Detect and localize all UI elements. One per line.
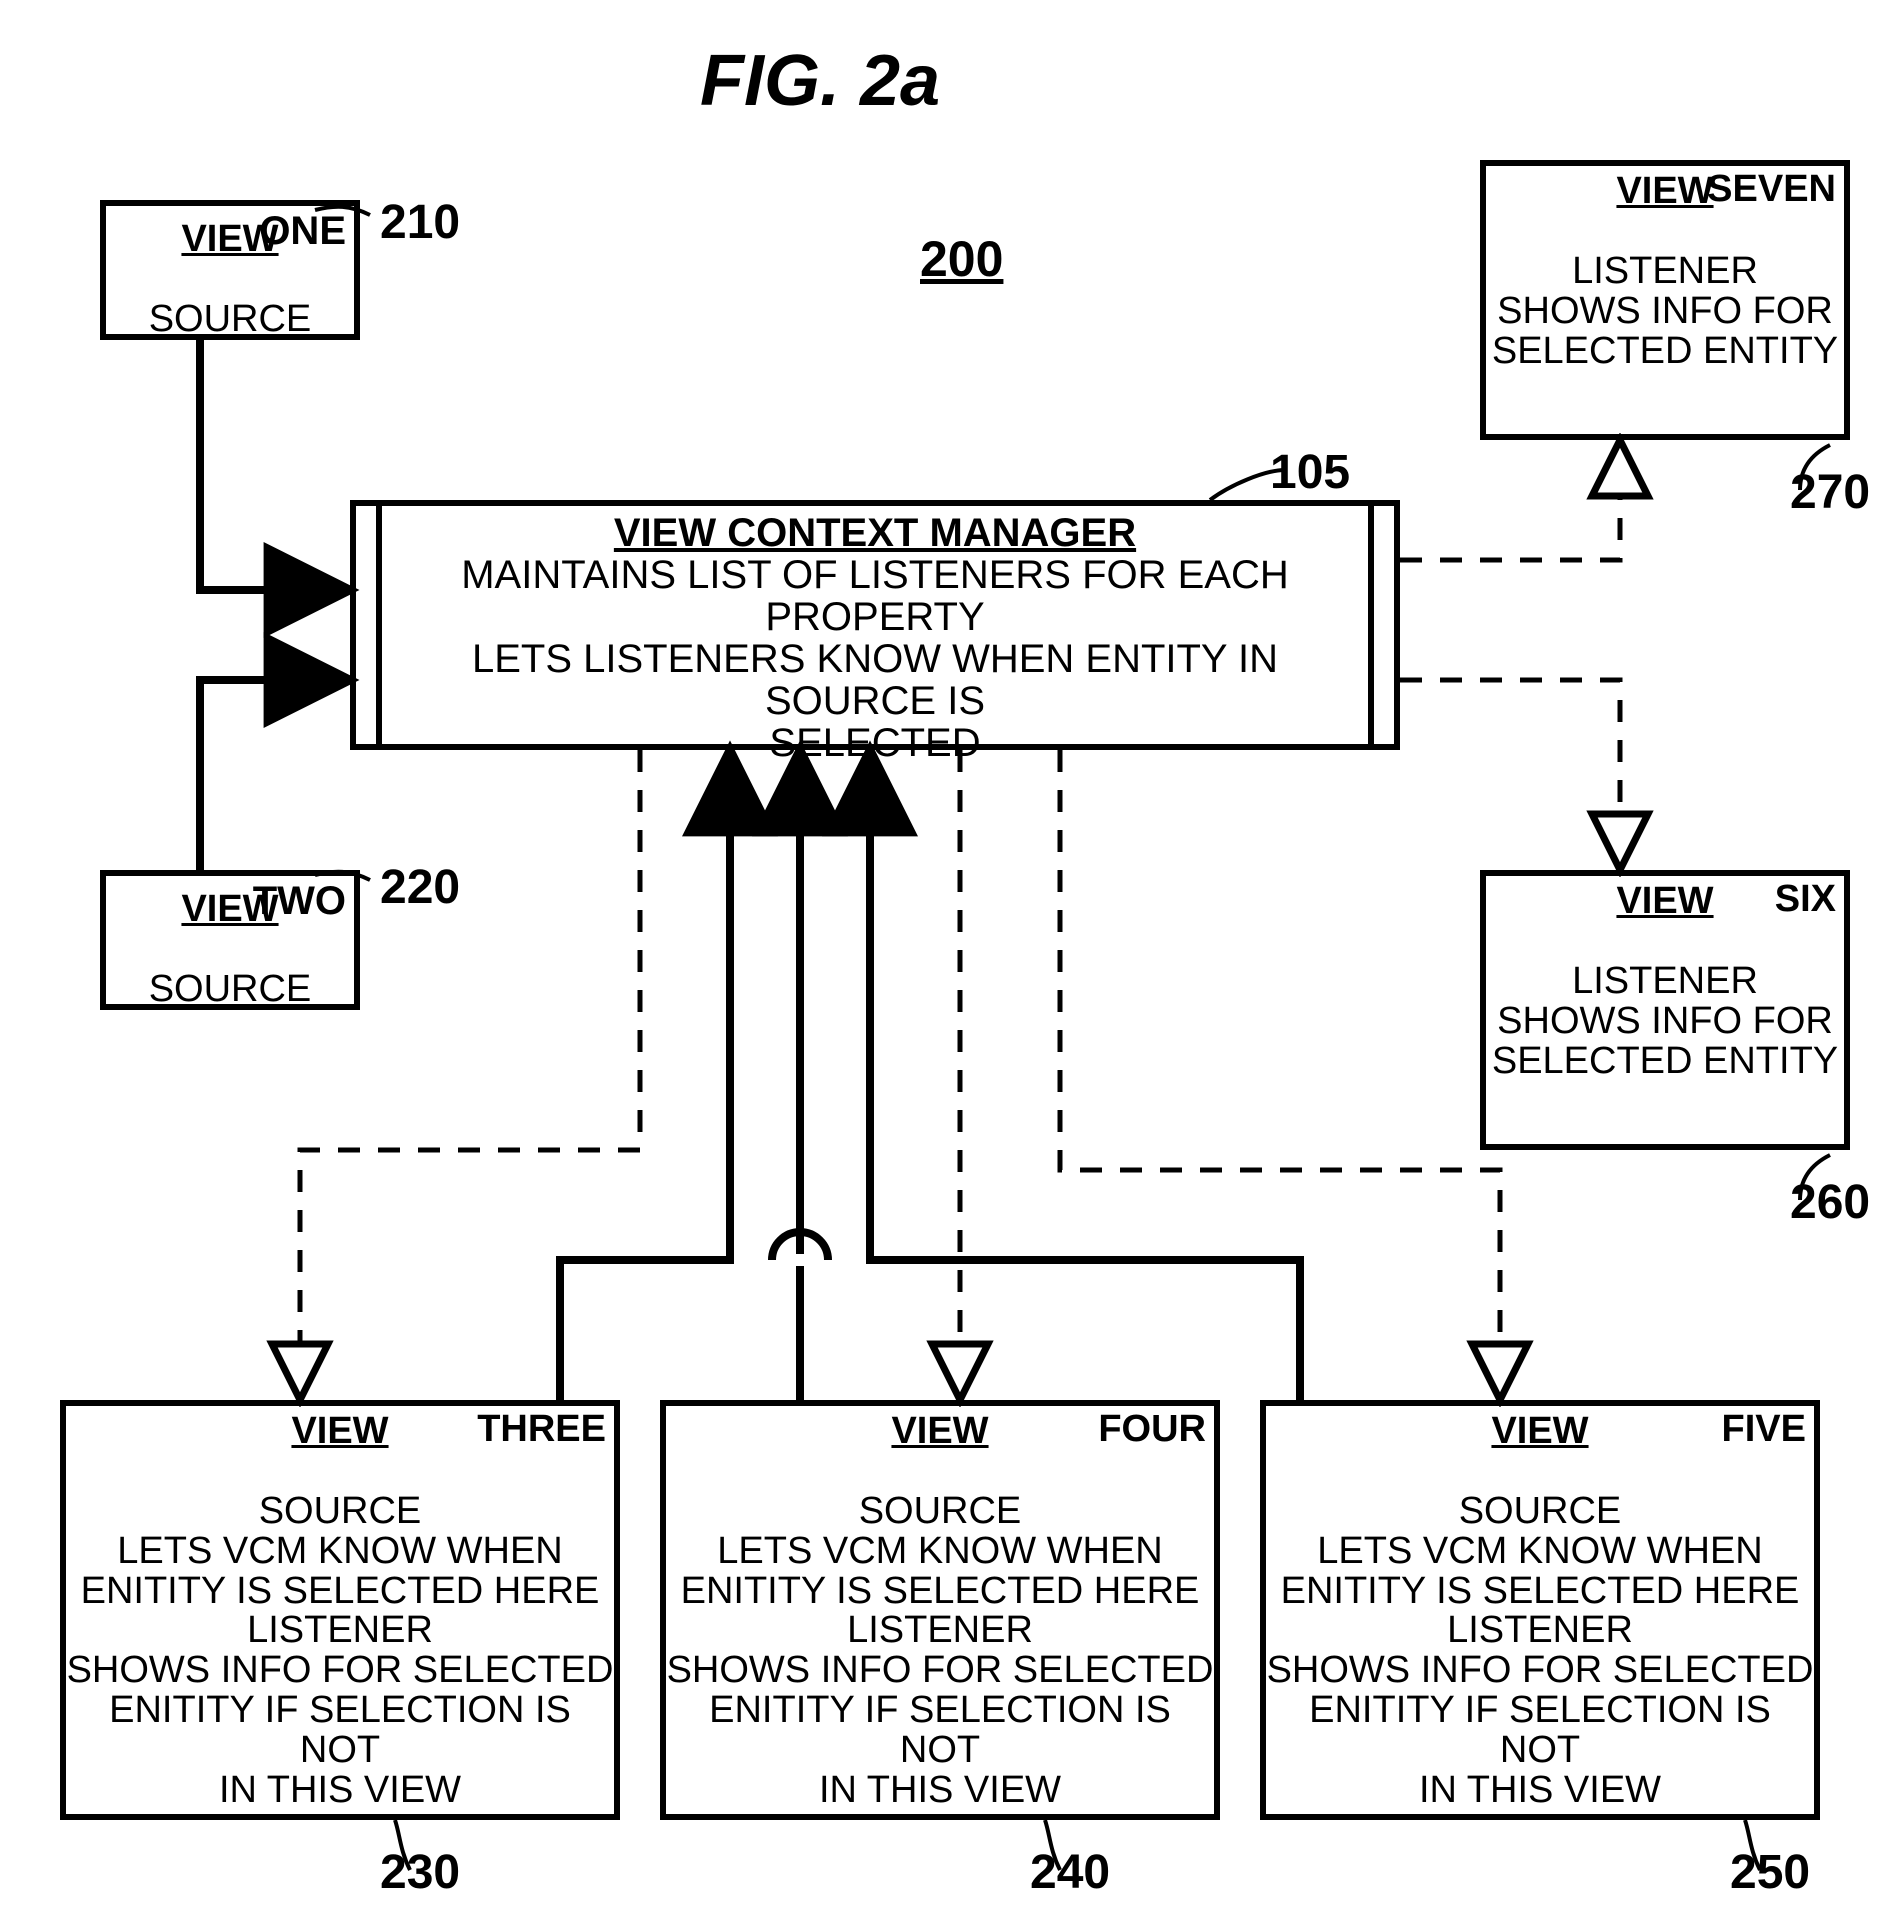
node-view-two: TWOVIEWSOURCE xyxy=(100,870,360,1010)
corner-five: FIVE xyxy=(1722,1410,1806,1450)
ref-220: 220 xyxy=(380,860,460,915)
vcm-right-stub xyxy=(1368,500,1400,750)
ref-260: 260 xyxy=(1790,1175,1870,1230)
corner-six: SIX xyxy=(1775,880,1836,920)
corner-seven: SEVEN xyxy=(1707,170,1836,210)
ref-270: 270 xyxy=(1790,465,1870,520)
node-view-five: FIVEVIEWSOURCELETS VCM KNOW WHENENITITY … xyxy=(1260,1400,1820,1820)
vcm-text: VIEW CONTEXT MANAGER MAINTAINS LIST OF L… xyxy=(396,512,1354,764)
ref-210: 210 xyxy=(380,195,460,250)
diagram-canvas: FIG. 2a 200 VIEW CONTEXT MANAGER MAINTAI… xyxy=(0,0,1891,1912)
node-view-one: ONEVIEWSOURCE xyxy=(100,200,360,340)
body-four: VIEWSOURCELETS VCM KNOW WHENENITITY IS S… xyxy=(666,1406,1214,1811)
corner-two: TWO xyxy=(253,880,346,922)
vcm-line2: LETS LISTENERS KNOW WHEN ENTITY IN SOURC… xyxy=(472,637,1278,723)
ref-240: 240 xyxy=(1030,1845,1110,1900)
ref-230: 230 xyxy=(380,1845,460,1900)
vcm-title: VIEW CONTEXT MANAGER xyxy=(396,512,1354,554)
node-view-three: THREEVIEWSOURCELETS VCM KNOW WHENENITITY… xyxy=(60,1400,620,1820)
body-five: VIEWSOURCELETS VCM KNOW WHENENITITY IS S… xyxy=(1266,1406,1814,1811)
corner-one: ONE xyxy=(259,210,346,252)
node-vcm: VIEW CONTEXT MANAGER MAINTAINS LIST OF L… xyxy=(350,500,1400,750)
vcm-line1: MAINTAINS LIST OF LISTENERS FOR EACH PRO… xyxy=(461,553,1289,639)
corner-four: FOUR xyxy=(1098,1410,1206,1450)
vcm-line3: SELECTED xyxy=(769,721,980,765)
node-view-four: FOURVIEWSOURCELETS VCM KNOW WHENENITITY … xyxy=(660,1400,1220,1820)
ref-250: 250 xyxy=(1730,1845,1810,1900)
ref-105: 105 xyxy=(1270,445,1350,500)
vcm-left-stub xyxy=(350,500,382,750)
corner-three: THREE xyxy=(477,1410,606,1450)
figure-ref-200: 200 xyxy=(920,230,1003,288)
node-view-six: SIXVIEWLISTENERSHOWS INFO FORSELECTED EN… xyxy=(1480,870,1850,1150)
node-view-seven: SEVENVIEWLISTENERSHOWS INFO FORSELECTED … xyxy=(1480,160,1850,440)
solid-edges xyxy=(200,340,1300,1400)
figure-title: FIG. 2a xyxy=(700,40,940,122)
body-three: VIEWSOURCELETS VCM KNOW WHENENITITY IS S… xyxy=(66,1406,614,1811)
